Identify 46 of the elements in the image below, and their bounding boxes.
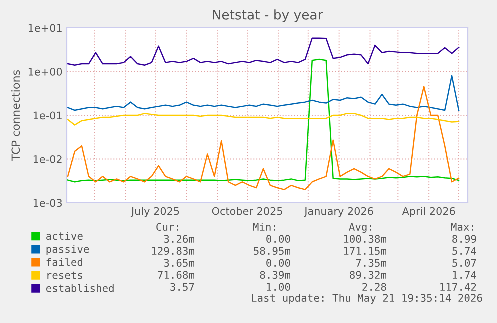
legend-label: active — [46, 232, 83, 240]
text: 0.00 — [266, 235, 290, 244]
text: Max: — [451, 223, 474, 232]
text: 129.83m — [152, 247, 195, 256]
y-tick-label: 1e-03 — [34, 199, 62, 208]
text: 171.15m — [344, 247, 387, 256]
text: 1.00 — [267, 283, 290, 292]
y-tick-label: 1e-01 — [34, 112, 62, 120]
text: 2.28 — [362, 283, 386, 292]
text: 1.74 — [453, 271, 477, 279]
x-tick-label: April 2026 — [402, 207, 456, 218]
text: 58.95m — [254, 247, 291, 256]
line-series — [67, 38, 460, 66]
text: 5.74 — [452, 247, 477, 256]
line-series — [67, 75, 460, 112]
y-axis-title: TCP connections — [12, 70, 20, 162]
text: 71.68m — [158, 271, 195, 280]
y-tick-label: 1e+01 — [28, 24, 62, 32]
text: 0.00 — [266, 259, 290, 268]
text: Cur: — [156, 223, 178, 232]
legend-label: resets — [48, 272, 82, 280]
text: 8.99 — [452, 235, 476, 244]
text: 3.65m — [164, 259, 195, 268]
text: 100.38m — [344, 235, 387, 244]
text: Avg: — [349, 223, 372, 234]
text: 89.32m — [350, 271, 387, 280]
text: 3.57 — [170, 283, 194, 292]
x-tick-label: October 2025 — [212, 207, 282, 216]
line-series — [67, 86, 460, 190]
line-series — [67, 113, 460, 126]
text: Min: — [253, 222, 276, 231]
text: 8.39m — [260, 271, 291, 280]
y-tick-label: 1e+00 — [28, 68, 62, 76]
text: 3.26m — [164, 235, 195, 244]
chart-title: Netstat - by year — [213, 10, 324, 22]
legend-label: established — [46, 284, 114, 292]
legend-label: passive — [46, 245, 90, 256]
line-series — [67, 58, 460, 183]
y-tick-label: 1e-02 — [34, 155, 62, 164]
text: Last update: Thu May 21 19:35:14 2026 — [252, 294, 482, 304]
legend-label: failed — [46, 258, 83, 266]
x-tick-label: January 2026 — [304, 207, 374, 218]
text: 5.07 — [452, 259, 476, 268]
text: 7.35m — [356, 259, 387, 268]
x-tick-label: July 2025 — [130, 207, 180, 218]
text: 117.42 — [440, 283, 476, 291]
